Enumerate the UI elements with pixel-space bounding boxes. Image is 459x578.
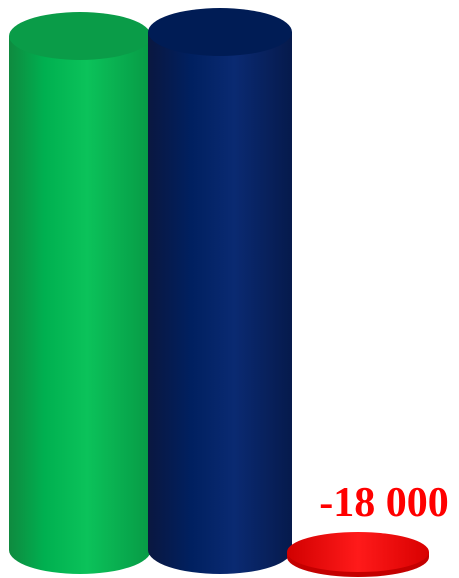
bar-green-top (9, 12, 151, 60)
bar-red-cylinder (287, 532, 429, 577)
bar-red-top (287, 532, 429, 572)
bar-green-body (9, 36, 151, 574)
bar-green-cylinder (9, 12, 151, 574)
bar-navy-cylinder (148, 8, 292, 574)
bar-navy-body (148, 32, 292, 574)
data-label-red: -18 000 (319, 480, 449, 526)
bar-navy-top (148, 8, 292, 56)
